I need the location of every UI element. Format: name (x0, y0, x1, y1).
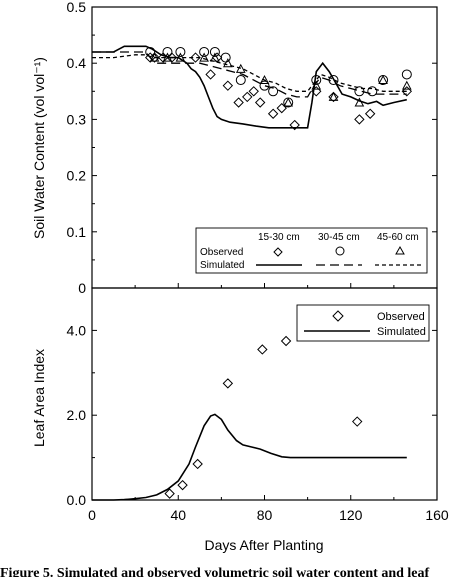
legend-depth-15-30: 15-30 cm (258, 232, 300, 243)
lai-legend-simulated-label: Simulated (377, 326, 426, 338)
lai-xlabel: Days After Planting (204, 537, 323, 553)
observed-diamond-point (311, 86, 322, 97)
observed-triangle-point (162, 52, 173, 62)
soil-water-ytick-label: 0.4 (67, 55, 87, 71)
observed-diamond-point (364, 108, 376, 119)
soil-water-ylabel: Soil Water Content (vol vol⁻¹) (31, 57, 47, 239)
figure-caption: Figure 5. Simulated and observed volumet… (0, 566, 430, 577)
observed-triangle-point (283, 97, 294, 107)
observed-triangle-point (149, 52, 160, 62)
soil-water-legend-box (195, 227, 428, 274)
lai-observed-diamond-point (222, 378, 234, 389)
observed-circle-point (367, 86, 378, 97)
observed-circle-point (209, 46, 220, 57)
observed-circle-point (235, 75, 246, 86)
observed-triangle-point (354, 97, 365, 107)
lai-panel: 0.0 2.0 4.0 0 40 80 120 160 Leaf Area Index Da… (31, 287, 449, 553)
soil-water-ytick-label: 0.2 (67, 168, 87, 184)
observed-diamond-point (328, 91, 339, 103)
observed-triangle-point (199, 52, 209, 62)
lai-simulated-line (92, 413, 407, 501)
observed-diamond-point (248, 86, 259, 97)
lai-observed-diamond-point (280, 335, 292, 347)
soil-water-ytick-label: 0.1 (67, 224, 87, 240)
lai-observed-diamond-point (177, 479, 188, 491)
legend-diamond-marker (273, 247, 283, 257)
observed-triangle-point (378, 74, 388, 85)
legend-triangle-marker (395, 245, 405, 255)
lai-xtick-label: 160 (425, 507, 449, 523)
lai-observed-diamond-point (192, 458, 203, 470)
observed-circle-point (162, 46, 173, 57)
soil-water-ytick-label: 0 (78, 280, 86, 296)
observed-circle-point (401, 69, 412, 80)
observed-diamond-point (254, 97, 266, 108)
observed-diamond-point (267, 108, 279, 119)
simulated-line-long-dash (92, 51, 407, 98)
observed-triangle-point (401, 80, 412, 90)
soil-water-ytick-label: 0.3 (67, 111, 87, 127)
soil-water-panel: 0 0.1 0.2 0.3 0.4 0.5 Soil Water Content (vol… (31, 0, 438, 296)
observed-triangle-point (235, 63, 246, 73)
observed-diamond-point (222, 80, 234, 91)
soil-water-legend: 15-30 cm 30-45 cm 45-60 cm Observed Simu… (195, 227, 428, 274)
observed-triangle-point (328, 91, 339, 101)
observed-triangle-point (311, 80, 322, 90)
observed-circle-point (175, 46, 186, 57)
observed-circle-point (268, 86, 279, 97)
lai-xtick-label: 40 (170, 507, 186, 523)
lai-observed-diamond-point (352, 416, 363, 427)
lai-xtick-label: 120 (339, 507, 363, 523)
lai-legend-diamond-marker (332, 310, 344, 322)
legend-depth-45-60: 45-60 cm (377, 232, 419, 243)
observed-diamond-point (190, 52, 201, 63)
observed-diamond-point (233, 97, 244, 108)
legend-depth-30-45: 30-45 cm (318, 232, 360, 243)
lai-xtick-label: 0 (88, 507, 96, 523)
observed-circle-point (311, 75, 322, 86)
lai-ytick-label: 0.0 (67, 492, 87, 508)
lai-ytick-label: 4.0 (67, 322, 87, 338)
observed-diamond-point (242, 91, 253, 103)
observed-circle-point (259, 80, 270, 91)
lai-legend-box (296, 304, 430, 342)
observed-triangle-point (223, 58, 233, 68)
observed-circle-point (199, 46, 210, 57)
observed-circle-point (328, 75, 339, 86)
lai-observed-diamond-point (257, 344, 268, 355)
observed-circle-point (354, 86, 365, 97)
lai-legend-observed-label: Observed (377, 311, 425, 323)
observed-diamond-point (276, 102, 287, 114)
observed-triangle-point (210, 52, 220, 62)
legend-circle-marker (335, 246, 345, 256)
observed-diamond-point (401, 86, 413, 97)
observed-diamond-point (289, 119, 300, 131)
legend-simulated-label: Simulated (200, 260, 244, 271)
legend-observed-label: Observed (200, 247, 243, 258)
observed-diamond-point (205, 69, 216, 80)
lai-legend: Observed Simulated (296, 304, 430, 342)
lai-ylabel: Leaf Area Index (31, 349, 47, 447)
observed-triangle-point (259, 74, 270, 85)
observed-diamond-point (354, 114, 365, 125)
lai-observed-diamond-point (164, 488, 175, 499)
simulated-line-short-dash (92, 54, 407, 92)
observed-circle-point (145, 46, 156, 57)
observed-triangle-point (175, 52, 186, 62)
observed-circle-point (220, 52, 231, 63)
lai-ytick-label: 2.0 (67, 407, 87, 423)
soil-water-ytick-label: 0.5 (67, 0, 87, 15)
simulated-line-solid (92, 45, 407, 129)
lai-xtick-label: 80 (257, 507, 273, 523)
